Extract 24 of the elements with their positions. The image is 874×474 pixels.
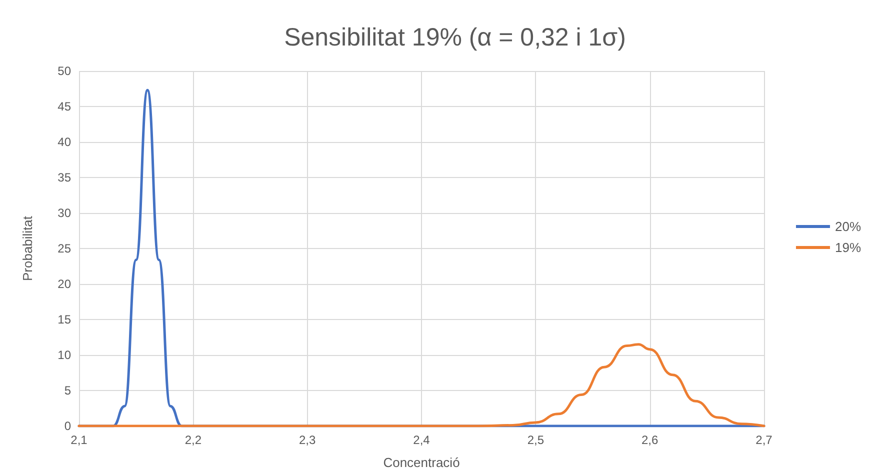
line-series — [78, 343, 766, 428]
legend-label: 19% — [834, 240, 862, 255]
chart-title: Sensibilitat 19% (α = 0,32 i 1σ) — [284, 24, 626, 52]
y-tick-label: 30 — [58, 206, 72, 220]
x-tick-label: 2,2 — [184, 433, 202, 447]
y-tick-label: 40 — [58, 135, 72, 149]
x-tick-label: 2,7 — [756, 433, 773, 447]
y-tick-label: 10 — [58, 348, 72, 362]
x-tick-label: 2,6 — [641, 433, 658, 447]
x-tick-label: 2,1 — [70, 433, 88, 447]
y-tick-label: 20 — [58, 277, 72, 291]
x-tick-label: 2,3 — [298, 433, 316, 447]
y-tick-label: 50 — [58, 64, 72, 78]
legend-label: 20% — [834, 219, 862, 234]
y-axis-title: Probabilitat — [20, 216, 35, 282]
y-tick-label: 25 — [58, 242, 72, 256]
y-tick-label: 45 — [58, 100, 72, 114]
x-tick-label: 2,5 — [527, 433, 544, 447]
y-tick-label: 0 — [64, 419, 72, 433]
y-tick-label: 15 — [58, 312, 72, 326]
x-axis-title: Concentració — [383, 455, 460, 470]
x-tick-label: 2,4 — [413, 433, 430, 447]
y-tick-label: 35 — [58, 170, 72, 184]
y-tick-label: 5 — [64, 384, 72, 398]
